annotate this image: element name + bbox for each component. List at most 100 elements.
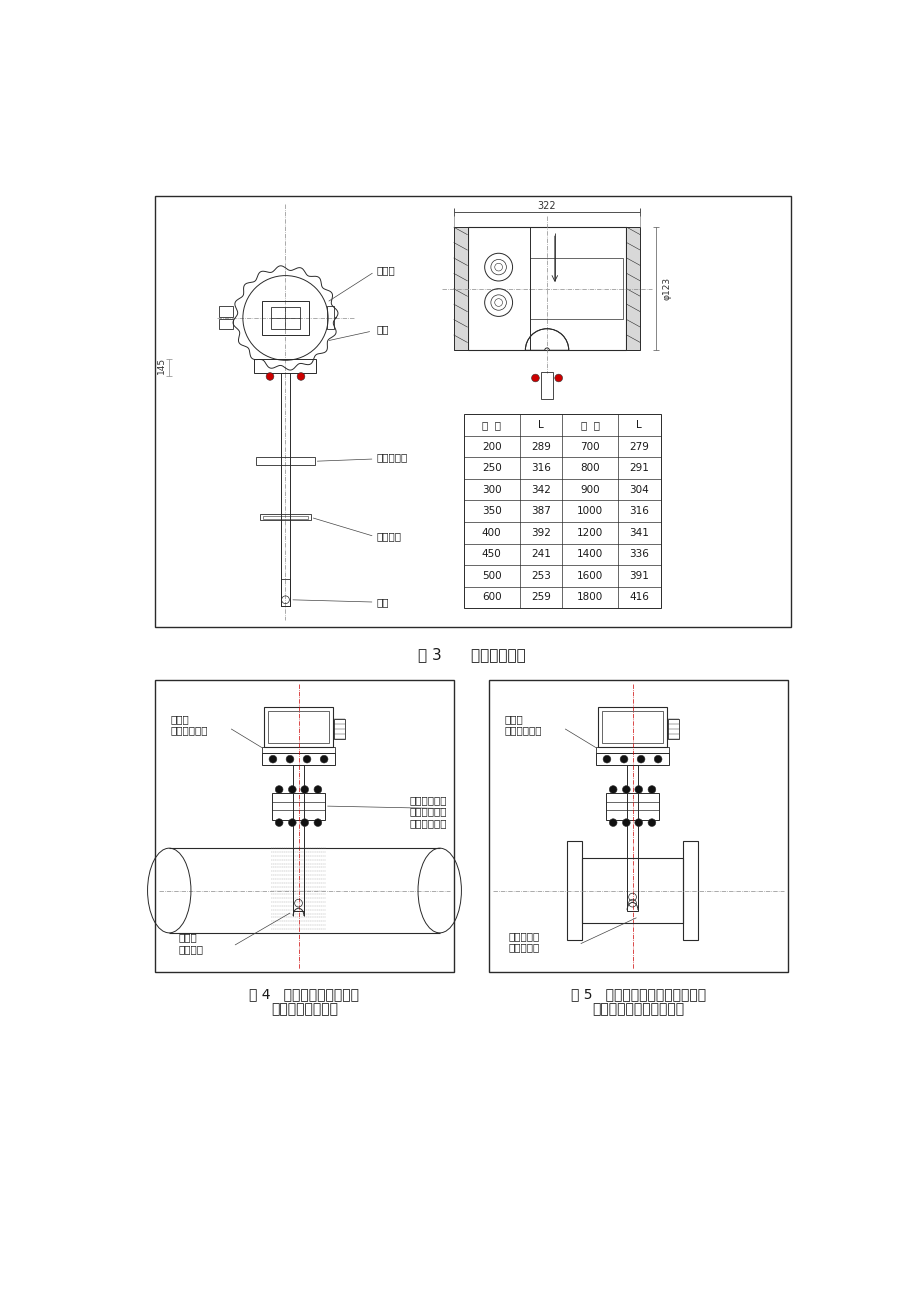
Bar [263,516,307,518]
Text: 392: 392 [530,527,550,538]
Bar [256,457,314,465]
Text: 900: 900 [580,484,599,495]
Text: 探头组件: 探头组件 [377,531,402,542]
Bar [489,680,787,973]
Text: 600: 600 [482,592,501,603]
Bar [667,719,678,738]
Bar [155,680,453,973]
Text: 322: 322 [538,201,556,211]
Text: 250: 250 [482,464,501,473]
Text: 电极: 电极 [377,598,389,607]
Text: 387: 387 [530,506,550,516]
Bar [597,707,666,747]
Circle shape [603,755,610,763]
Circle shape [647,785,655,793]
Bar [293,766,303,911]
Text: 1000: 1000 [576,506,603,516]
Text: 391: 391 [629,570,649,581]
Text: 450: 450 [482,549,501,560]
Bar [272,793,324,819]
Circle shape [275,785,283,793]
Text: 500: 500 [482,570,501,581]
Bar [270,307,300,328]
Text: 279: 279 [629,441,649,452]
Bar [566,841,582,940]
Bar [280,579,289,605]
Text: 350: 350 [482,506,501,516]
Circle shape [653,755,662,763]
Bar [219,319,233,329]
Bar [582,858,682,923]
Circle shape [303,755,311,763]
Bar [255,359,316,372]
Bar [280,372,289,605]
Text: 1800: 1800 [576,592,603,603]
Text: 图 5   传感器（或一体型）安装在: 图 5 传感器（或一体型）安装在 [571,987,705,1001]
Bar [261,753,335,766]
Circle shape [554,374,562,381]
Bar [155,197,790,628]
Bar [529,258,622,319]
Text: 生产厂提供
的标准短管: 生产厂提供 的标准短管 [508,931,539,953]
Bar [268,711,328,743]
Bar [453,227,467,350]
Circle shape [622,785,630,793]
Text: 接线盒: 接线盒 [377,266,395,275]
Text: 342: 342 [530,484,550,495]
Text: φ123: φ123 [662,277,671,301]
Text: 生产厂提供的标准短管上: 生产厂提供的标准短管上 [592,1003,684,1017]
Text: 焊在用户管道
上的连接座，
由生产厂提供: 焊在用户管道 上的连接座， 由生产厂提供 [410,796,447,828]
Circle shape [297,372,304,380]
Bar [262,301,309,335]
Text: 145: 145 [157,357,165,374]
Circle shape [531,374,539,381]
Bar [326,306,334,329]
Circle shape [634,819,641,827]
Text: 800: 800 [580,464,599,473]
Bar [264,707,333,747]
Bar [627,766,637,911]
Circle shape [275,819,283,827]
Text: 铭牌: 铭牌 [377,324,389,335]
Bar [596,747,668,753]
Circle shape [313,819,322,827]
Bar [260,514,311,521]
Text: 300: 300 [482,484,501,495]
Circle shape [619,755,627,763]
Text: 200: 200 [482,441,501,452]
Circle shape [647,819,655,827]
Bar [467,227,626,350]
Text: 341: 341 [629,527,649,538]
Circle shape [608,785,617,793]
Circle shape [301,819,308,827]
Circle shape [289,785,296,793]
Text: 口  径: 口 径 [482,421,501,430]
Text: 400: 400 [482,527,501,538]
Text: 416: 416 [629,592,649,603]
Circle shape [608,819,617,827]
Text: 用户的
工艺管道: 用户的 工艺管道 [178,932,203,954]
Circle shape [313,785,322,793]
Bar [606,793,658,819]
Circle shape [622,819,630,827]
Text: 253: 253 [530,570,550,581]
Text: 1600: 1600 [576,570,603,581]
Bar [540,372,552,398]
Circle shape [266,372,274,380]
Text: L: L [636,421,641,430]
Text: 图 3      一体型流量计: 图 3 一体型流量计 [417,647,525,661]
Text: 传感器
（或一体型）: 传感器 （或一体型） [505,713,541,736]
Circle shape [289,819,296,827]
Circle shape [634,785,641,793]
Circle shape [637,755,644,763]
Bar [626,227,640,350]
Text: 316: 316 [530,464,550,473]
Bar [463,414,660,608]
Circle shape [286,755,293,763]
Text: 图 4   传感器（或一体型）: 图 4 传感器（或一体型） [249,987,359,1001]
Bar [334,719,345,738]
Bar [682,841,698,940]
Bar [596,753,669,766]
Text: 291: 291 [629,464,649,473]
Text: 304: 304 [629,484,649,495]
